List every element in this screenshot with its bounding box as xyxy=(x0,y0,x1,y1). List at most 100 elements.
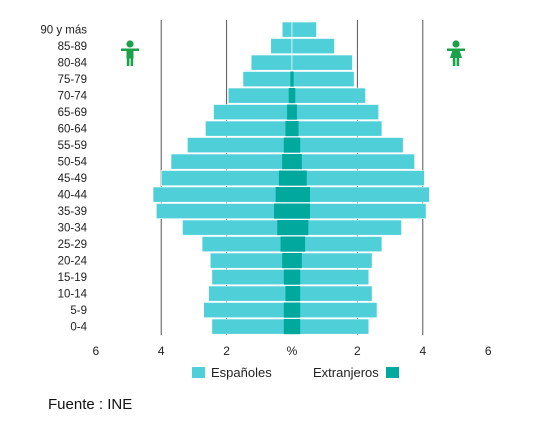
bar-espanoles-female xyxy=(291,137,404,153)
bar-extranjeros-female xyxy=(292,236,306,252)
bar-extranjeros-male xyxy=(274,203,292,219)
bar-espanoles-female xyxy=(291,21,317,38)
category-label: 15-19 xyxy=(58,272,87,284)
bar-extranjeros-female xyxy=(292,154,302,170)
bar-extranjeros-male xyxy=(288,88,292,104)
category-label: 60-64 xyxy=(58,124,88,136)
x-tick-label: 6 xyxy=(92,344,99,358)
legend-label-extranjeros: Extranjeros xyxy=(313,365,379,380)
category-label: 25-29 xyxy=(58,239,87,251)
bar-extranjeros-male xyxy=(280,236,292,252)
category-label: 45-49 xyxy=(58,173,87,185)
bar-extranjeros-female xyxy=(292,88,296,104)
bar-espanoles-female xyxy=(291,120,383,137)
bar-extranjeros-male xyxy=(282,154,292,170)
bar-espanoles-female xyxy=(291,186,430,203)
bar-espanoles-male xyxy=(227,87,293,104)
legend-label-espanoles: Españoles xyxy=(211,365,272,380)
bar-extranjeros-female xyxy=(292,121,299,137)
bar-extranjeros-female xyxy=(292,203,310,219)
bar-espanoles-male xyxy=(281,21,293,38)
bar-espanoles-male xyxy=(208,285,293,302)
bar-extranjeros-female xyxy=(292,319,301,335)
bar-espanoles-male xyxy=(203,302,293,318)
bar-extranjeros-male xyxy=(283,269,292,285)
bar-espanoles-female xyxy=(291,153,415,170)
bar-extranjeros-male xyxy=(283,302,292,318)
category-label: 75-79 xyxy=(58,74,87,86)
bar-extranjeros-male xyxy=(285,121,292,137)
category-label: 50-54 xyxy=(58,157,88,169)
bar-extranjeros-female xyxy=(292,269,301,285)
x-tick-label: 4 xyxy=(419,344,426,358)
category-label: 5-9 xyxy=(70,305,87,317)
bar-extranjeros-male xyxy=(287,104,292,120)
bar-espanoles-male xyxy=(205,120,293,137)
x-tick-label: 2 xyxy=(354,344,361,358)
category-labels: 90 y más 85-89 80-84 75-79 70-74 65-69 60-64 55… xyxy=(40,25,87,334)
category-label: 65-69 xyxy=(58,107,87,119)
bar-extranjeros-male xyxy=(283,137,292,153)
bar-espanoles-male xyxy=(160,170,293,186)
bar-espanoles-female xyxy=(291,170,425,186)
bar-extranjeros-female xyxy=(292,187,310,203)
bar-extranjeros-female xyxy=(292,286,301,302)
bar-espanoles-male xyxy=(209,252,293,269)
bar-extranjeros-male xyxy=(285,286,292,302)
bar-espanoles-female xyxy=(291,203,427,219)
bar-espanoles-male xyxy=(242,71,293,87)
category-label: 30-34 xyxy=(58,223,88,235)
bar-espanoles-male xyxy=(270,38,293,54)
bar-extranjeros-male xyxy=(290,71,292,87)
bar-espanoles-female xyxy=(291,269,370,285)
legend-swatch-extranjeros xyxy=(386,367,399,378)
sex-icons xyxy=(121,40,465,66)
category-label: 70-74 xyxy=(58,91,88,103)
bar-extranjeros-male xyxy=(275,187,292,203)
bar-espanoles-female xyxy=(291,302,378,318)
bar-extranjeros-male xyxy=(283,319,292,335)
bar-extranjeros-male xyxy=(277,220,292,236)
bar-espanoles-female xyxy=(291,236,383,252)
bar-espanoles-female xyxy=(291,71,355,87)
category-label: 80-84 xyxy=(58,58,88,70)
x-tick-label: 4 xyxy=(158,344,165,358)
bar-espanoles-male xyxy=(213,104,293,120)
bar-espanoles-male xyxy=(211,318,293,335)
bar-espanoles-female xyxy=(291,285,373,302)
bar-extranjeros-female xyxy=(292,71,294,87)
category-label: 35-39 xyxy=(58,206,87,218)
category-label: 55-59 xyxy=(58,140,87,152)
bar-extranjeros-female xyxy=(292,302,301,318)
bar-espanoles-female xyxy=(291,54,353,71)
category-label: 40-44 xyxy=(58,190,88,202)
bar-espanoles-female xyxy=(291,104,379,120)
source-note: Fuente : INE xyxy=(48,396,133,413)
bar-extranjeros-female xyxy=(292,220,309,236)
bar-extranjeros-female xyxy=(292,104,297,120)
bar-espanoles-female xyxy=(291,38,335,54)
bar-espanoles-male xyxy=(250,54,293,71)
bar-espanoles-male xyxy=(211,269,293,285)
bar-espanoles-male xyxy=(170,153,293,170)
bar-extranjeros-male xyxy=(282,253,292,269)
female-icon xyxy=(447,40,465,66)
bar-extranjeros-male xyxy=(278,170,292,186)
legend-swatch-espanoles xyxy=(192,367,205,378)
bar-extranjeros-female xyxy=(292,170,307,186)
bar-espanoles-male xyxy=(187,137,293,153)
bar-espanoles-male xyxy=(155,203,293,219)
legend: Españoles Extranjeros xyxy=(192,365,399,380)
x-tick-label: 2 xyxy=(223,344,230,358)
bar-extranjeros-female xyxy=(292,137,301,153)
bar-extranjeros-female xyxy=(292,253,302,269)
category-label: 20-24 xyxy=(58,256,88,268)
x-tick-label: % xyxy=(287,344,298,358)
category-label: 90 y más xyxy=(40,25,87,37)
category-label: 85-89 xyxy=(58,41,87,53)
x-tick-label: 6 xyxy=(485,344,492,358)
male-icon xyxy=(121,40,139,66)
bar-espanoles-male xyxy=(201,236,293,252)
bar-espanoles-female xyxy=(291,219,402,236)
category-label: 10-14 xyxy=(58,289,88,301)
